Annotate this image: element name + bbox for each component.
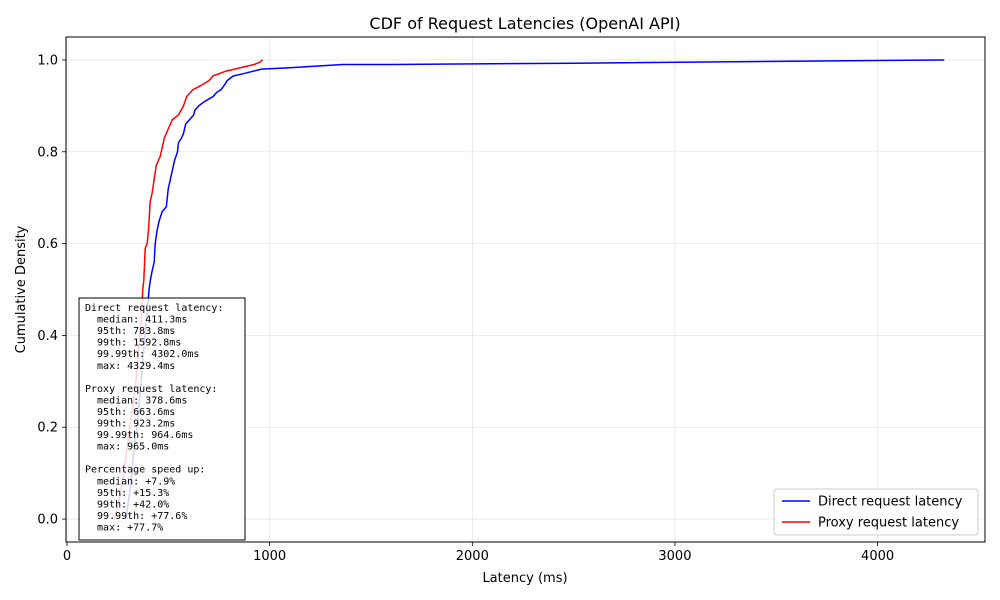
stats-line: 99th: +42.0% [85, 499, 169, 510]
y-tick-label: 1.0 [37, 53, 58, 68]
x-axis-label: Latency (ms) [482, 571, 567, 586]
axis-ticks: 0 1000 2000 3000 4000 0.0 0.2 0.4 0.6 0.8 1.0 [37, 53, 894, 564]
stats-line: 95th: 663.6ms [85, 407, 175, 418]
x-tick-label: 0 [63, 549, 71, 564]
stats-line: 99th: 923.2ms [85, 419, 175, 430]
y-tick-label: 0.2 [37, 421, 58, 436]
x-tick-label: 2000 [456, 549, 489, 564]
stats-line: 99.99th: 964.6ms [85, 430, 193, 441]
chart-title: CDF of Request Latencies (OpenAI API) [369, 14, 680, 33]
stats-line: Percentage speed up: [85, 465, 205, 476]
x-tick-label: 1000 [253, 549, 286, 564]
stats-line: 95th: +15.3% [85, 488, 169, 499]
legend: Direct request latency Proxy request late… [773, 488, 979, 536]
legend-label-direct: Direct request latency [818, 495, 963, 510]
stats-line: 99th: 1592.8ms [85, 338, 181, 349]
y-tick-label: 0.0 [37, 513, 58, 528]
y-axis-label: Cumulative Density [14, 225, 29, 353]
stats-line: median: 411.3ms [85, 315, 187, 326]
stats-line: 99.99th: 4302.0ms [85, 349, 199, 360]
y-tick-label: 0.8 [37, 145, 58, 160]
stats-line: max: 4329.4ms [85, 361, 175, 372]
legend-box [773, 488, 979, 536]
stats-line: 99.99th: +77.6% [85, 511, 187, 522]
stats-line: max: +77.7% [85, 522, 163, 533]
x-tick-label: 4000 [861, 549, 894, 564]
stats-annotation: Direct request latency: median: 411.3ms … [78, 297, 246, 541]
stats-line: Proxy request latency: [85, 384, 217, 395]
stats-box [78, 297, 246, 541]
x-tick-label: 3000 [658, 549, 691, 564]
y-tick-label: 0.4 [37, 329, 58, 344]
stats-line: median: +7.9% [85, 476, 175, 487]
stats-line: 95th: 783.8ms [85, 326, 175, 337]
stats-line: Direct request latency: [85, 303, 223, 314]
plot-frame [65, 36, 986, 543]
stats-line: median: 378.6ms [85, 395, 187, 406]
y-tick-label: 0.6 [37, 237, 58, 252]
stats-line: max: 965.0ms [85, 442, 169, 453]
legend-label-proxy: Proxy request latency [818, 516, 959, 531]
